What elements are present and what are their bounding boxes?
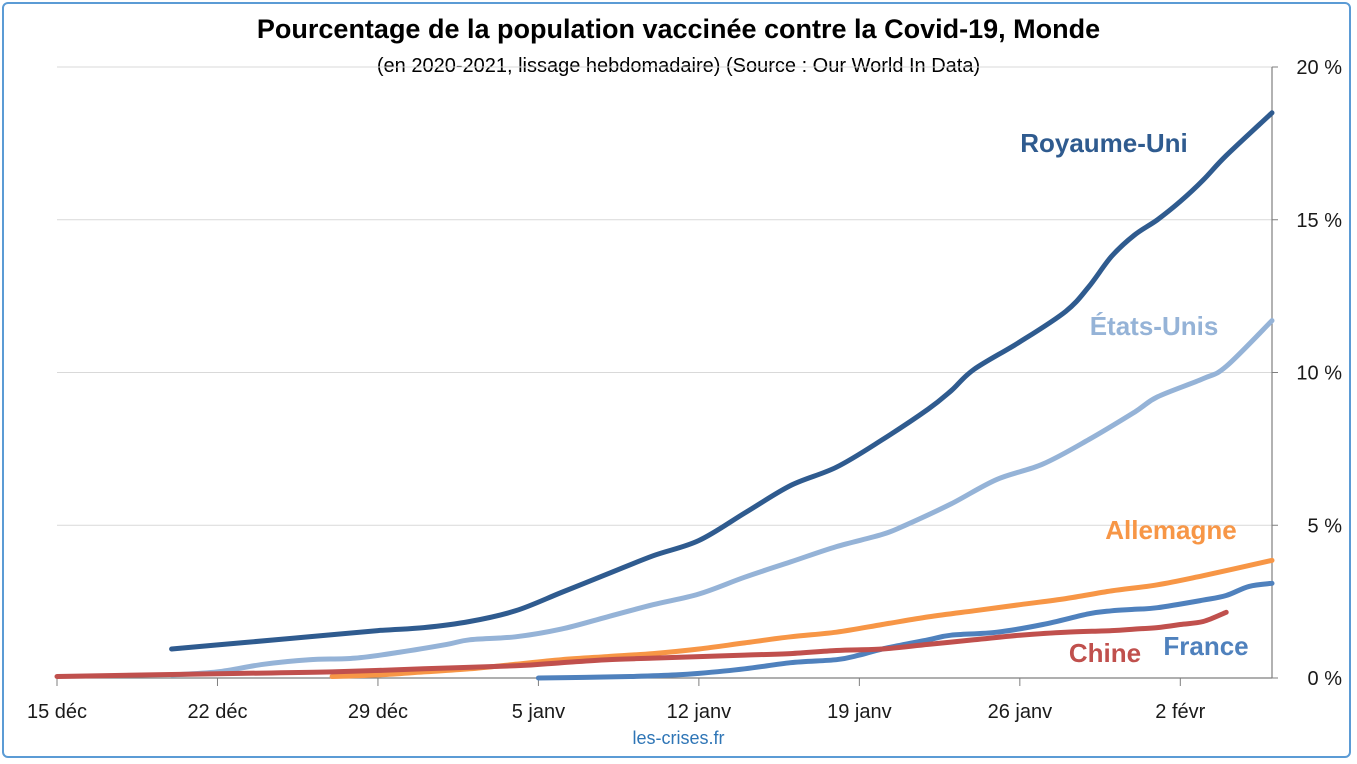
chart-subtitle: (en 2020-2021, lissage hebdomadaire) (So… <box>376 55 981 77</box>
y-tick-label: 5 % <box>1308 515 1343 537</box>
series-line-tatsunis <box>169 318 1275 678</box>
series-line-royaumeuni <box>169 110 1275 652</box>
x-tick-label: 2 févr <box>1155 701 1205 723</box>
x-tick-label: 26 janv <box>988 701 1053 723</box>
source-credit: les-crises.fr <box>632 728 725 748</box>
x-tick-label: 19 janv <box>827 701 892 723</box>
series-line-chine <box>54 609 1229 679</box>
chart-title: Pourcentage de la population vaccinée co… <box>256 14 1101 44</box>
x-tick-label: 12 janv <box>667 701 732 723</box>
y-tick-label: 10 % <box>1296 363 1342 385</box>
series-label-tatsunis: États-Unis <box>1090 311 1219 341</box>
y-tick-label: 20 % <box>1296 57 1342 79</box>
x-tick-label: 22 déc <box>187 701 247 723</box>
y-tick-label: 0 % <box>1308 668 1343 690</box>
series-label-france: France <box>1163 631 1248 661</box>
y-tick-label: 15 % <box>1296 210 1342 232</box>
x-tick-label: 15 déc <box>27 701 87 723</box>
x-tick-label: 29 déc <box>348 701 408 723</box>
series-line-france <box>535 580 1275 681</box>
series-label-chine: Chine <box>1069 638 1141 668</box>
series-label-royaumeuni: Royaume-Uni <box>1020 128 1188 158</box>
series-label-allemagne: Allemagne <box>1105 515 1237 545</box>
x-tick-label: 5 janv <box>512 701 565 723</box>
